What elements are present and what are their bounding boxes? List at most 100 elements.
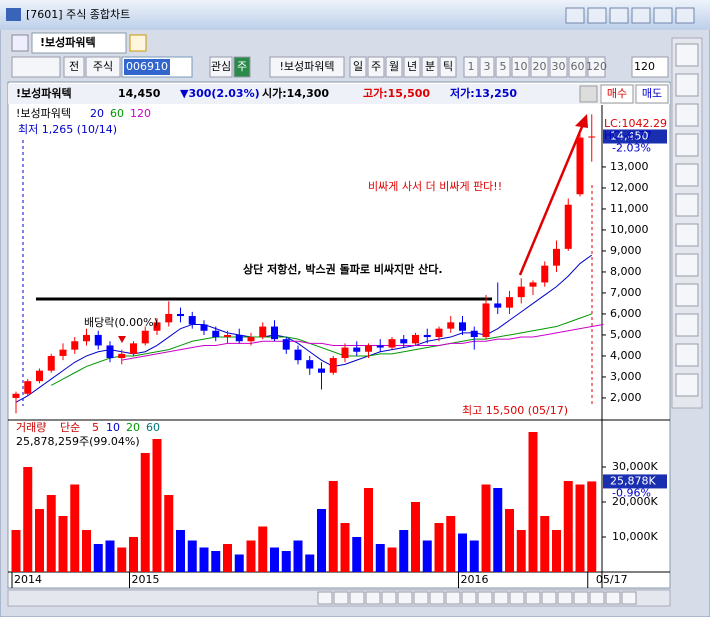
tool-button[interactable] (675, 223, 699, 247)
scroll-button[interactable] (493, 591, 509, 605)
scroll-button[interactable] (461, 591, 477, 605)
scroll-button[interactable] (477, 591, 493, 605)
legend-entry: 10 (106, 421, 120, 434)
scroll-button[interactable] (509, 591, 525, 605)
volume-bar (140, 453, 150, 572)
interval-button[interactable] (511, 56, 530, 78)
name-button-label: !보성파워텍 (279, 60, 334, 73)
volume-bar (270, 547, 279, 572)
interval-button[interactable] (530, 56, 549, 78)
count-input[interactable] (631, 56, 669, 78)
current-volume: 25,878K (610, 474, 656, 487)
interval-button[interactable] (495, 56, 511, 78)
interval-button-label: 120 (586, 60, 607, 73)
window-button[interactable] (565, 7, 585, 24)
volume-bar (70, 484, 80, 572)
volume-bar (293, 540, 303, 572)
market-button[interactable] (233, 56, 251, 78)
scroll-button[interactable] (541, 591, 557, 605)
scroll-button[interactable] (589, 591, 605, 605)
candle-body (47, 355, 55, 371)
candle-body (306, 360, 314, 369)
volume-bar (305, 554, 315, 572)
interval-button[interactable] (587, 56, 606, 78)
tool-button[interactable] (675, 73, 699, 97)
period-button[interactable] (349, 56, 367, 78)
period-button[interactable] (367, 56, 385, 78)
scroll-button[interactable] (573, 591, 589, 605)
tool-button[interactable] (675, 163, 699, 187)
volume-bar (422, 540, 432, 572)
interval-button[interactable] (463, 56, 479, 78)
volume-bar (117, 547, 127, 572)
volume-bar (387, 547, 397, 572)
sell-button[interactable] (635, 84, 669, 104)
scroll-button[interactable] (525, 591, 541, 605)
toolbar-button[interactable] (85, 56, 121, 78)
tool-button[interactable] (675, 43, 699, 67)
scroll-button[interactable] (621, 591, 637, 605)
interval-button[interactable] (549, 56, 568, 78)
period-button[interactable] (439, 56, 457, 78)
market-button-label: 주 (237, 60, 247, 73)
y-tick-label: 2,000 (610, 391, 642, 404)
scroll-button[interactable] (333, 591, 349, 605)
scroll-button[interactable] (397, 591, 413, 605)
y-tick-label: 30,000K (612, 460, 658, 473)
tab-icon[interactable] (11, 34, 29, 52)
scroll-button[interactable] (445, 591, 461, 605)
tool-button[interactable] (675, 343, 699, 367)
tool-button[interactable] (675, 313, 699, 337)
period-button[interactable] (403, 56, 421, 78)
candle-body (412, 334, 419, 344)
window-button[interactable] (609, 7, 629, 24)
candle-body (83, 334, 90, 342)
tool-button[interactable] (675, 133, 699, 157)
period-button-label: 분 (425, 60, 435, 73)
tool-button[interactable] (675, 103, 699, 127)
stock-change: ▼300(2.03%) (180, 87, 260, 100)
volume-bar (281, 551, 291, 572)
scroll-button[interactable] (381, 591, 397, 605)
volume-bar (164, 495, 174, 572)
interval-button[interactable] (479, 56, 495, 78)
volume-bar (505, 509, 514, 572)
scroll-button[interactable] (317, 591, 333, 605)
current-price: 14,450 (610, 130, 649, 143)
period-button[interactable] (385, 56, 403, 78)
scroll-button[interactable] (429, 591, 445, 605)
tool-button[interactable] (675, 193, 699, 217)
settings-button[interactable] (579, 85, 598, 103)
scroll-button[interactable] (349, 591, 365, 605)
legend-entry: 60 (146, 421, 160, 434)
period-button[interactable] (421, 56, 439, 78)
toolbar-button[interactable] (63, 56, 85, 78)
scroll-button[interactable] (605, 591, 621, 605)
tab[interactable] (31, 32, 127, 54)
add-tab[interactable] (129, 34, 147, 52)
scroll-button[interactable] (365, 591, 381, 605)
tool-button[interactable] (675, 253, 699, 277)
nav-button[interactable] (11, 56, 61, 78)
candle-body (470, 330, 478, 338)
window-button[interactable] (653, 7, 673, 24)
legend-entry: 20 (90, 107, 104, 120)
volume-bar (234, 554, 244, 572)
period-button-label: 일 (353, 59, 363, 73)
candle-body (271, 326, 278, 340)
volume-bar (199, 547, 209, 572)
window-button[interactable] (631, 7, 651, 24)
interval-button[interactable] (568, 56, 587, 78)
open-price: 시가:14,300 (262, 86, 329, 100)
name-button[interactable] (269, 56, 345, 78)
scroll-button[interactable] (557, 591, 573, 605)
buy-button[interactable] (600, 84, 634, 104)
current-volume-change: -0.96% (612, 486, 651, 499)
tool-button[interactable] (675, 373, 699, 397)
chart-frame (7, 81, 671, 589)
interest-button[interactable] (209, 56, 233, 78)
scroll-button[interactable] (413, 591, 429, 605)
tool-button[interactable] (675, 283, 699, 307)
window-button[interactable] (587, 7, 607, 24)
window-button[interactable] (675, 7, 695, 24)
